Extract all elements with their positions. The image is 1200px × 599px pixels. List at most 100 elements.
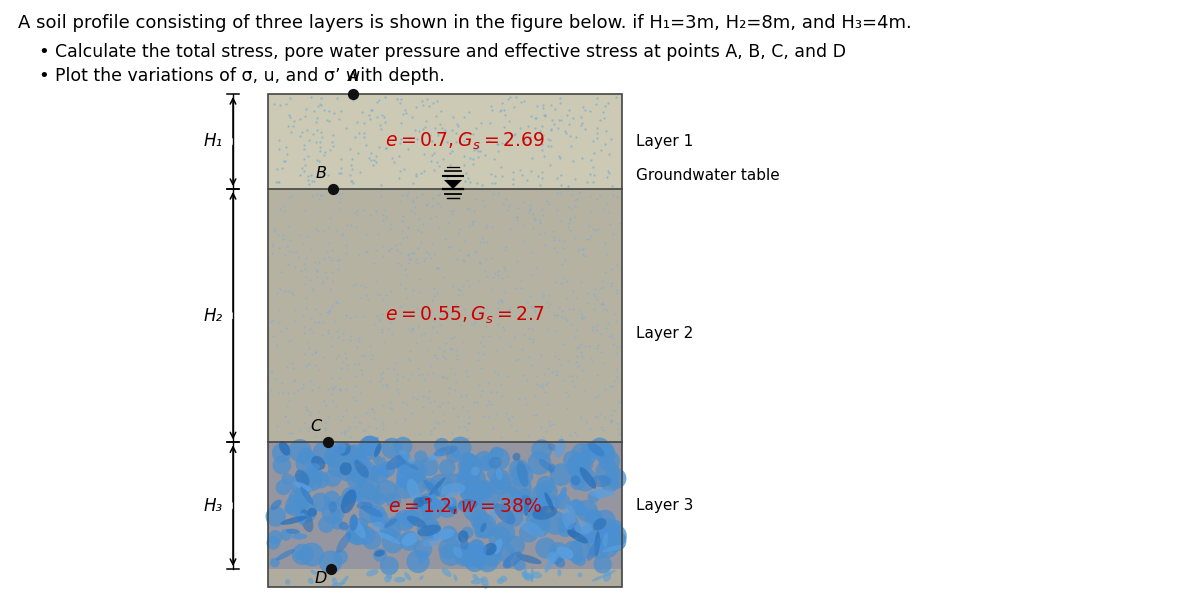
Point bbox=[534, 100, 553, 110]
Point bbox=[306, 137, 325, 147]
Point bbox=[604, 376, 623, 386]
Point bbox=[518, 122, 538, 131]
Point bbox=[602, 282, 622, 291]
Point bbox=[464, 145, 484, 155]
Point bbox=[478, 272, 497, 282]
Ellipse shape bbox=[491, 509, 497, 521]
Point bbox=[478, 378, 497, 388]
Point bbox=[607, 288, 626, 297]
Point bbox=[458, 250, 478, 259]
Point bbox=[401, 355, 420, 365]
Point bbox=[350, 365, 370, 375]
Point bbox=[568, 194, 587, 204]
Point bbox=[472, 119, 491, 128]
Point bbox=[563, 455, 582, 465]
Point bbox=[371, 124, 390, 134]
Point bbox=[466, 317, 485, 326]
Point bbox=[403, 113, 422, 122]
Ellipse shape bbox=[484, 543, 497, 555]
Point bbox=[431, 481, 450, 491]
Point bbox=[515, 490, 534, 500]
Point bbox=[578, 221, 598, 231]
Point bbox=[462, 217, 481, 226]
Point bbox=[460, 221, 479, 231]
Point bbox=[536, 543, 556, 553]
Point bbox=[370, 143, 389, 152]
Point bbox=[278, 336, 298, 346]
Text: Layer 1: Layer 1 bbox=[636, 134, 694, 149]
Point bbox=[301, 170, 320, 180]
Point bbox=[571, 556, 590, 565]
Point bbox=[604, 406, 623, 415]
Point bbox=[341, 331, 360, 341]
Point bbox=[318, 223, 337, 232]
Point bbox=[311, 497, 330, 507]
Point bbox=[491, 107, 510, 116]
Point bbox=[528, 516, 547, 525]
Ellipse shape bbox=[298, 513, 306, 525]
Point bbox=[601, 410, 620, 419]
Point bbox=[474, 195, 493, 204]
Point bbox=[364, 258, 383, 268]
Point bbox=[290, 114, 310, 124]
Point bbox=[517, 176, 536, 185]
Point bbox=[530, 499, 550, 509]
Point bbox=[418, 393, 437, 403]
Point bbox=[344, 450, 364, 459]
Point bbox=[400, 133, 419, 143]
Point bbox=[318, 247, 337, 257]
Point bbox=[468, 277, 487, 286]
Point bbox=[497, 408, 516, 418]
Point bbox=[488, 319, 508, 329]
Ellipse shape bbox=[547, 443, 557, 451]
Point bbox=[293, 164, 312, 173]
Point bbox=[448, 355, 467, 364]
Ellipse shape bbox=[590, 475, 612, 487]
Point bbox=[276, 156, 295, 166]
Ellipse shape bbox=[454, 574, 457, 581]
Point bbox=[498, 305, 517, 315]
Point bbox=[356, 247, 376, 257]
Point bbox=[268, 164, 287, 174]
Point bbox=[592, 299, 611, 308]
Point bbox=[467, 140, 486, 149]
Point bbox=[275, 412, 294, 421]
Point bbox=[541, 100, 560, 110]
Point bbox=[552, 361, 571, 370]
Point bbox=[272, 448, 292, 458]
Point bbox=[506, 92, 526, 102]
Point bbox=[265, 558, 284, 567]
Point bbox=[354, 129, 373, 138]
Point bbox=[558, 518, 577, 528]
Point bbox=[523, 335, 542, 344]
Ellipse shape bbox=[587, 538, 601, 561]
Ellipse shape bbox=[386, 574, 392, 579]
Point bbox=[378, 464, 397, 474]
Point bbox=[522, 153, 541, 163]
Point bbox=[414, 125, 433, 134]
Point bbox=[302, 550, 322, 559]
Point bbox=[304, 107, 323, 116]
Point bbox=[386, 245, 406, 255]
Point bbox=[264, 226, 283, 235]
Point bbox=[553, 244, 572, 253]
Point bbox=[380, 397, 400, 407]
Point bbox=[512, 283, 532, 293]
Point bbox=[458, 433, 478, 443]
Ellipse shape bbox=[500, 576, 508, 582]
Point bbox=[436, 165, 455, 175]
Point bbox=[280, 93, 299, 103]
Point bbox=[432, 123, 451, 133]
Point bbox=[438, 398, 457, 407]
Point bbox=[377, 363, 396, 373]
Point bbox=[407, 171, 426, 181]
Point bbox=[426, 111, 445, 121]
Point bbox=[492, 162, 511, 172]
Point bbox=[440, 343, 460, 353]
Point bbox=[263, 241, 282, 251]
Point bbox=[306, 257, 325, 267]
Ellipse shape bbox=[452, 546, 463, 558]
Point bbox=[296, 361, 316, 371]
Ellipse shape bbox=[504, 559, 511, 568]
Point bbox=[464, 506, 484, 515]
